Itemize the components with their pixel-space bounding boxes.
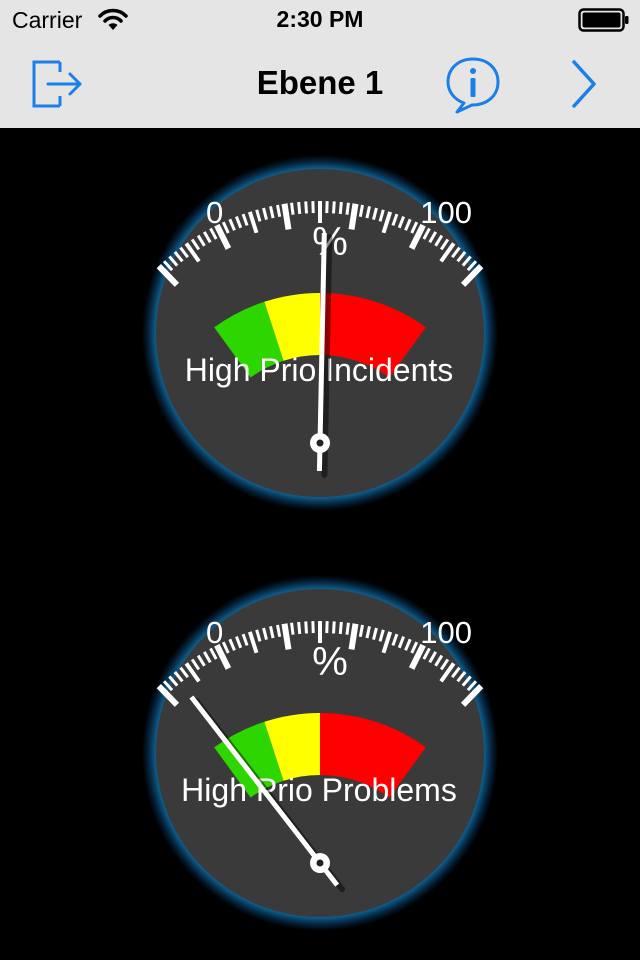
gauge-major-tick [285,624,289,650]
gauge-tick [347,203,348,215]
gauge-major-tick [352,204,356,230]
gauge-max-label: 100 [420,615,472,650]
info-bubble-icon [448,59,498,112]
gauge-tick [340,622,341,634]
gauge-tick [340,202,341,214]
forward-button[interactable] [564,58,604,110]
gauge-tick [306,621,307,633]
gauge-min-label: 0 [206,195,223,230]
info-button[interactable] [444,56,502,114]
chevron-right-icon [574,62,594,106]
gauge-needle-pin [317,440,324,447]
logout-button[interactable] [30,56,86,112]
status-bar: Carrier 2:30 PM [0,0,640,40]
gauge-tick [299,622,300,634]
gauge-tick [334,621,335,633]
gauge-tick [306,201,307,213]
gauge-unit-label: % [312,640,348,684]
battery-icon [578,8,630,32]
page-title: Ebene 1 [0,64,640,102]
gauge-major-tick [352,624,356,650]
gauge-max-label: 100 [420,195,472,230]
gauge-min-label: 0 [206,615,223,650]
gauge-title: High Prio Problems [181,772,457,808]
logout-icon [34,62,80,106]
gauge-tick [299,202,300,214]
gauge-major-tick [285,204,289,230]
gauge-tick [292,623,293,635]
gauge-tick [292,203,293,215]
gauge-needle-pin [317,860,324,867]
clock: 2:30 PM [0,6,640,33]
gauge-tick [347,623,348,635]
gauge-tick [334,201,335,213]
gauge-2: 0 100% High Prio Problems [142,575,498,931]
navigation-bar: Ebene 1 [0,40,640,128]
